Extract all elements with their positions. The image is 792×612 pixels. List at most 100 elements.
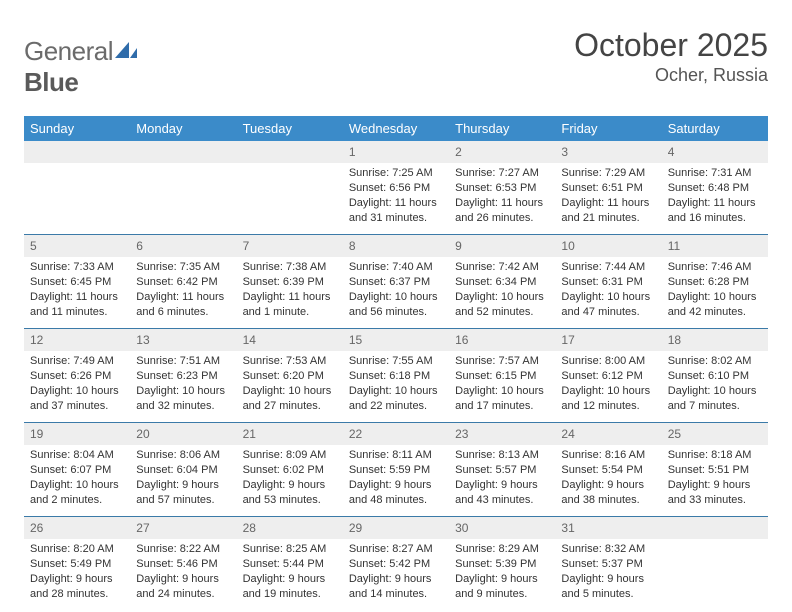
- day-details-cell: Sunrise: 8:32 AMSunset: 5:37 PMDaylight:…: [555, 539, 661, 610]
- sunset-text: Sunset: 6:10 PM: [668, 369, 762, 384]
- sunset-text: Sunset: 5:51 PM: [668, 463, 762, 478]
- day-number: 3: [561, 145, 568, 159]
- daylight-text: Daylight: 10 hours and 7 minutes.: [668, 384, 762, 414]
- sunrise-text: Sunrise: 7:46 AM: [668, 260, 762, 275]
- sunrise-text: Sunrise: 7:27 AM: [455, 166, 549, 181]
- day-number: 19: [30, 427, 43, 441]
- sunrise-text: Sunrise: 7:33 AM: [30, 260, 124, 275]
- day-number-cell: 24: [555, 423, 661, 446]
- sunrise-text: Sunrise: 8:09 AM: [243, 448, 337, 463]
- day-details-cell: Sunrise: 8:16 AMSunset: 5:54 PMDaylight:…: [555, 445, 661, 517]
- day-number: 8: [349, 239, 356, 253]
- weekday-header: Monday: [130, 116, 236, 141]
- empty-day: [24, 163, 130, 235]
- day-details-cell: Sunrise: 8:18 AMSunset: 5:51 PMDaylight:…: [662, 445, 768, 517]
- sunrise-text: Sunrise: 7:55 AM: [349, 354, 443, 369]
- daylight-text: Daylight: 9 hours and 48 minutes.: [349, 478, 443, 508]
- daylight-text: Daylight: 10 hours and 12 minutes.: [561, 384, 655, 414]
- day-number-cell: 23: [449, 423, 555, 446]
- day-number-cell: 10: [555, 235, 661, 258]
- day-number: 31: [561, 521, 574, 535]
- day-number-cell: 4: [662, 141, 768, 163]
- day-details-cell: Sunrise: 7:57 AMSunset: 6:15 PMDaylight:…: [449, 351, 555, 423]
- sunrise-text: Sunrise: 8:06 AM: [136, 448, 230, 463]
- daylight-text: Daylight: 11 hours and 16 minutes.: [668, 196, 762, 226]
- day-number: 28: [243, 521, 256, 535]
- day-number-cell: 3: [555, 141, 661, 163]
- calendar-table: Sunday Monday Tuesday Wednesday Thursday…: [24, 116, 768, 610]
- sail-icon: [115, 36, 137, 66]
- day-number: 12: [30, 333, 43, 347]
- sunset-text: Sunset: 5:59 PM: [349, 463, 443, 478]
- day-number: 1: [349, 145, 356, 159]
- day-number-cell: 1: [343, 141, 449, 163]
- day-details-cell: Sunrise: 8:04 AMSunset: 6:07 PMDaylight:…: [24, 445, 130, 517]
- day-number-cell: 29: [343, 517, 449, 540]
- day-content-row: Sunrise: 8:04 AMSunset: 6:07 PM Daylight:…: [24, 445, 768, 517]
- sunset-text: Sunset: 6:04 PM: [136, 463, 230, 478]
- day-number: 16: [455, 333, 468, 347]
- weekday-header-row: Sunday Monday Tuesday Wednesday Thursday…: [24, 116, 768, 141]
- daylight-text: Daylight: 10 hours and 27 minutes.: [243, 384, 337, 414]
- day-content-row: Sunrise: 7:49 AMSunset: 6:26 PMDaylight:…: [24, 351, 768, 423]
- weekday-header: Friday: [555, 116, 661, 141]
- sunset-text: Sunset: 5:39 PM: [455, 557, 549, 572]
- daylight-text: Daylight: 10 hours and 52 minutes.: [455, 290, 549, 320]
- sunset-text: Sunset: 5:37 PM: [561, 557, 655, 572]
- sunset-text: Sunset: 5:54 PM: [561, 463, 655, 478]
- weekday-header: Tuesday: [237, 116, 343, 141]
- daylight-text: Daylight: 9 hours and 33 minutes.: [668, 478, 762, 508]
- daylight-text: Daylight: 10 hours and 22 minutes.: [349, 384, 443, 414]
- day-details-cell: Sunrise: 7:31 AMSunset: 6:48 PMDaylight:…: [662, 163, 768, 235]
- sunset-text: Sunset: 6:45 PM: [30, 275, 124, 290]
- daylight-text: Daylight: 9 hours and 24 minutes.: [136, 572, 230, 602]
- day-number-row: 567891011: [24, 235, 768, 258]
- sunrise-text: Sunrise: 7:25 AM: [349, 166, 443, 181]
- day-number: 21: [243, 427, 256, 441]
- day-number-cell: 12: [24, 329, 130, 352]
- day-details-cell: Sunrise: 8:06 AMSunset: 6:04 PMDaylight:…: [130, 445, 236, 517]
- day-number: 11: [668, 239, 680, 253]
- sunrise-text: Sunrise: 8:18 AM: [668, 448, 762, 463]
- day-number-cell: 8: [343, 235, 449, 258]
- daylight-text: Daylight: 9 hours and 9 minutes.: [455, 572, 549, 602]
- daylight-text: Daylight: 10 hours and 56 minutes.: [349, 290, 443, 320]
- day-number: 30: [455, 521, 468, 535]
- sunrise-text: Sunrise: 7:44 AM: [561, 260, 655, 275]
- day-details-cell: Sunrise: 7:55 AMSunset: 6:18 PMDaylight:…: [343, 351, 449, 423]
- sunset-text: Sunset: 6:34 PM: [455, 275, 549, 290]
- sunset-text: Sunset: 6:28 PM: [668, 275, 762, 290]
- sunrise-text: Sunrise: 8:11 AM: [349, 448, 443, 463]
- daylight-text: Daylight: 11 hours and 6 minutes.: [136, 290, 230, 320]
- daylight-text: Daylight: 10 hours and 42 minutes.: [668, 290, 762, 320]
- sunrise-text: Sunrise: 8:00 AM: [561, 354, 655, 369]
- brand-word-2: Blue: [24, 67, 78, 97]
- sunset-text: Sunset: 6:31 PM: [561, 275, 655, 290]
- sunrise-text: Sunrise: 8:32 AM: [561, 542, 655, 557]
- sunset-text: Sunset: 5:44 PM: [243, 557, 337, 572]
- title-block: October 2025 Ocher, Russia: [574, 28, 768, 86]
- brand-logo: GeneralBlue: [24, 36, 137, 98]
- day-details-cell: Sunrise: 8:02 AMSunset: 6:10 PMDaylight:…: [662, 351, 768, 423]
- day-details-cell: Sunrise: 7:40 AMSunset: 6:37 PMDaylight:…: [343, 257, 449, 329]
- daylight-text: Daylight: 10 hours and 47 minutes.: [561, 290, 655, 320]
- daylight-text: Daylight: 9 hours and 14 minutes.: [349, 572, 443, 602]
- daylight-text: Daylight: 9 hours and 57 minutes.: [136, 478, 230, 508]
- sunset-text: Sunset: 5:49 PM: [30, 557, 124, 572]
- sunrise-text: Sunrise: 8:22 AM: [136, 542, 230, 557]
- day-details-cell: Sunrise: 7:38 AMSunset: 6:39 PMDaylight:…: [237, 257, 343, 329]
- daylight-text: Daylight: 11 hours and 1 minute.: [243, 290, 337, 320]
- day-number-cell: 19: [24, 423, 130, 446]
- day-details-cell: Sunrise: 8:11 AMSunset: 5:59 PMDaylight:…: [343, 445, 449, 517]
- sunrise-text: Sunrise: 8:04 AM: [30, 448, 124, 463]
- daylight-text: Daylight: 11 hours and 11 minutes.: [30, 290, 124, 320]
- page-title: October 2025: [574, 28, 768, 63]
- day-number-row: 262728293031: [24, 517, 768, 540]
- sunrise-text: Sunrise: 7:49 AM: [30, 354, 124, 369]
- day-number: 18: [668, 333, 681, 347]
- empty-day: [130, 141, 236, 163]
- day-number: 14: [243, 333, 256, 347]
- day-details-cell: Sunrise: 7:25 AMSunset: 6:56 PMDaylight:…: [343, 163, 449, 235]
- sunset-text: Sunset: 6:07 PM: [30, 463, 124, 478]
- daylight-text: Daylight: 11 hours and 21 minutes.: [561, 196, 655, 226]
